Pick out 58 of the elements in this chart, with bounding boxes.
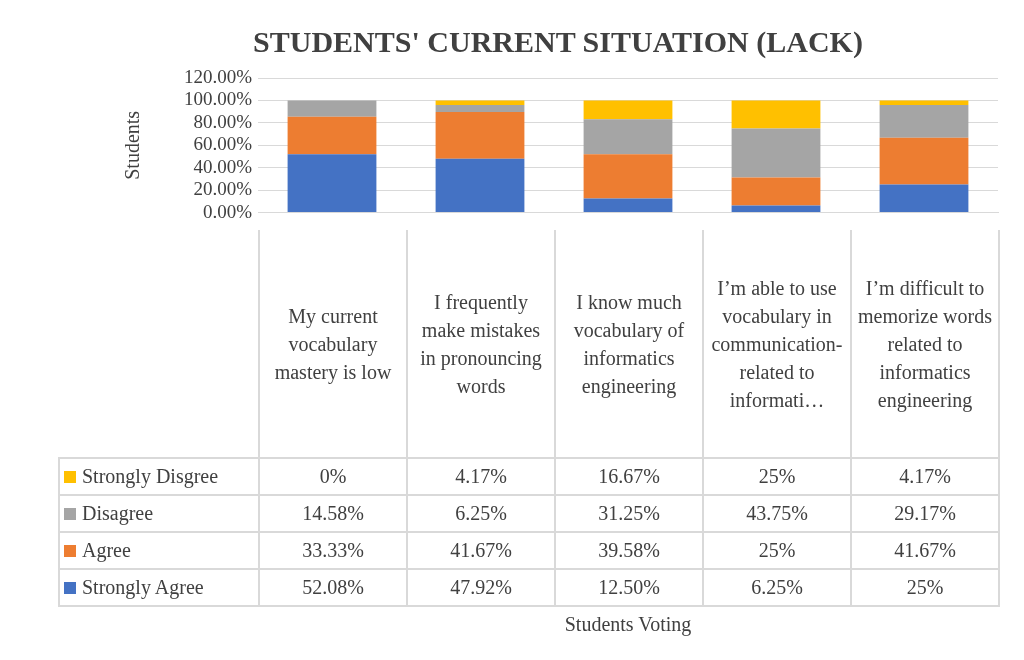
bar: [435, 105, 525, 113]
data-label: 6.25%: [703, 569, 851, 606]
legend-label: Agree: [82, 539, 131, 561]
data-label: 25%: [703, 532, 851, 569]
data-label: 41.67%: [851, 532, 999, 569]
bar: [583, 198, 673, 213]
data-label: 12.50%: [555, 569, 703, 606]
y-tick-label: 0.00%: [202, 200, 253, 222]
bar: [583, 119, 673, 155]
y-tick-label: 100.00%: [183, 88, 253, 110]
y-tick-label: 80.00%: [193, 110, 253, 132]
data-label: 52.08%: [259, 569, 407, 606]
bar: [879, 184, 969, 213]
data-label: 47.92%: [407, 569, 555, 606]
data-label: 0%: [259, 458, 407, 495]
data-label: 43.75%: [703, 495, 851, 532]
bar: [583, 154, 673, 199]
bar: [731, 205, 821, 213]
bar: [287, 154, 377, 213]
data-label: 29.17%: [851, 495, 999, 532]
data-label: 4.17%: [851, 458, 999, 495]
legend-label: Disagree: [82, 502, 154, 524]
data-label: 25%: [851, 569, 999, 606]
data-label: 14.58%: [259, 495, 407, 532]
x-tick-label: I know much vocabulary of informatics engineering: [555, 230, 703, 458]
chart-title: STUDENTS' CURRENT SITUATION (LACK): [253, 24, 863, 59]
x-tick-label: I frequently make mistakes in pronouncing words: [407, 230, 555, 458]
data-label: 39.58%: [555, 532, 703, 569]
bar: [583, 100, 673, 120]
y-tick-label: 120.00%: [183, 65, 253, 87]
bar: [435, 112, 525, 159]
bar: [287, 100, 377, 117]
bar: [731, 128, 821, 178]
bar: [435, 100, 525, 106]
x-tick-label: My current vocabulary mastery is low: [259, 230, 407, 458]
data-label: 31.25%: [555, 495, 703, 532]
bar: [731, 100, 821, 129]
legend-label: Strongly Agree: [82, 576, 204, 598]
y-tick-label: 20.00%: [193, 178, 253, 200]
legend-label: Strongly Disgree: [82, 465, 219, 487]
data-label: 6.25%: [407, 495, 555, 532]
x-tick-label: I’m difficult to memorize words related to informatics engineering: [851, 230, 999, 458]
data-label: 33.33%: [259, 532, 407, 569]
bar: [879, 137, 969, 185]
data-label: 41.67%: [407, 532, 555, 569]
bar: [435, 158, 525, 213]
bar: [879, 100, 969, 106]
data-label: 25%: [703, 458, 851, 495]
bar: [879, 105, 969, 138]
x-tick-label: I’m able to use vocabulary in communication-related to informati…: [703, 230, 851, 458]
y-tick-label: 40.00%: [193, 155, 253, 177]
data-label: 16.67%: [555, 458, 703, 495]
bar: [287, 116, 377, 155]
y-axis-title: Students: [121, 110, 144, 180]
text: Students Voting: [563, 613, 693, 636]
y-tick-label: 60.00%: [193, 133, 253, 155]
bar: [731, 177, 821, 206]
data-label: 4.17%: [407, 458, 555, 495]
